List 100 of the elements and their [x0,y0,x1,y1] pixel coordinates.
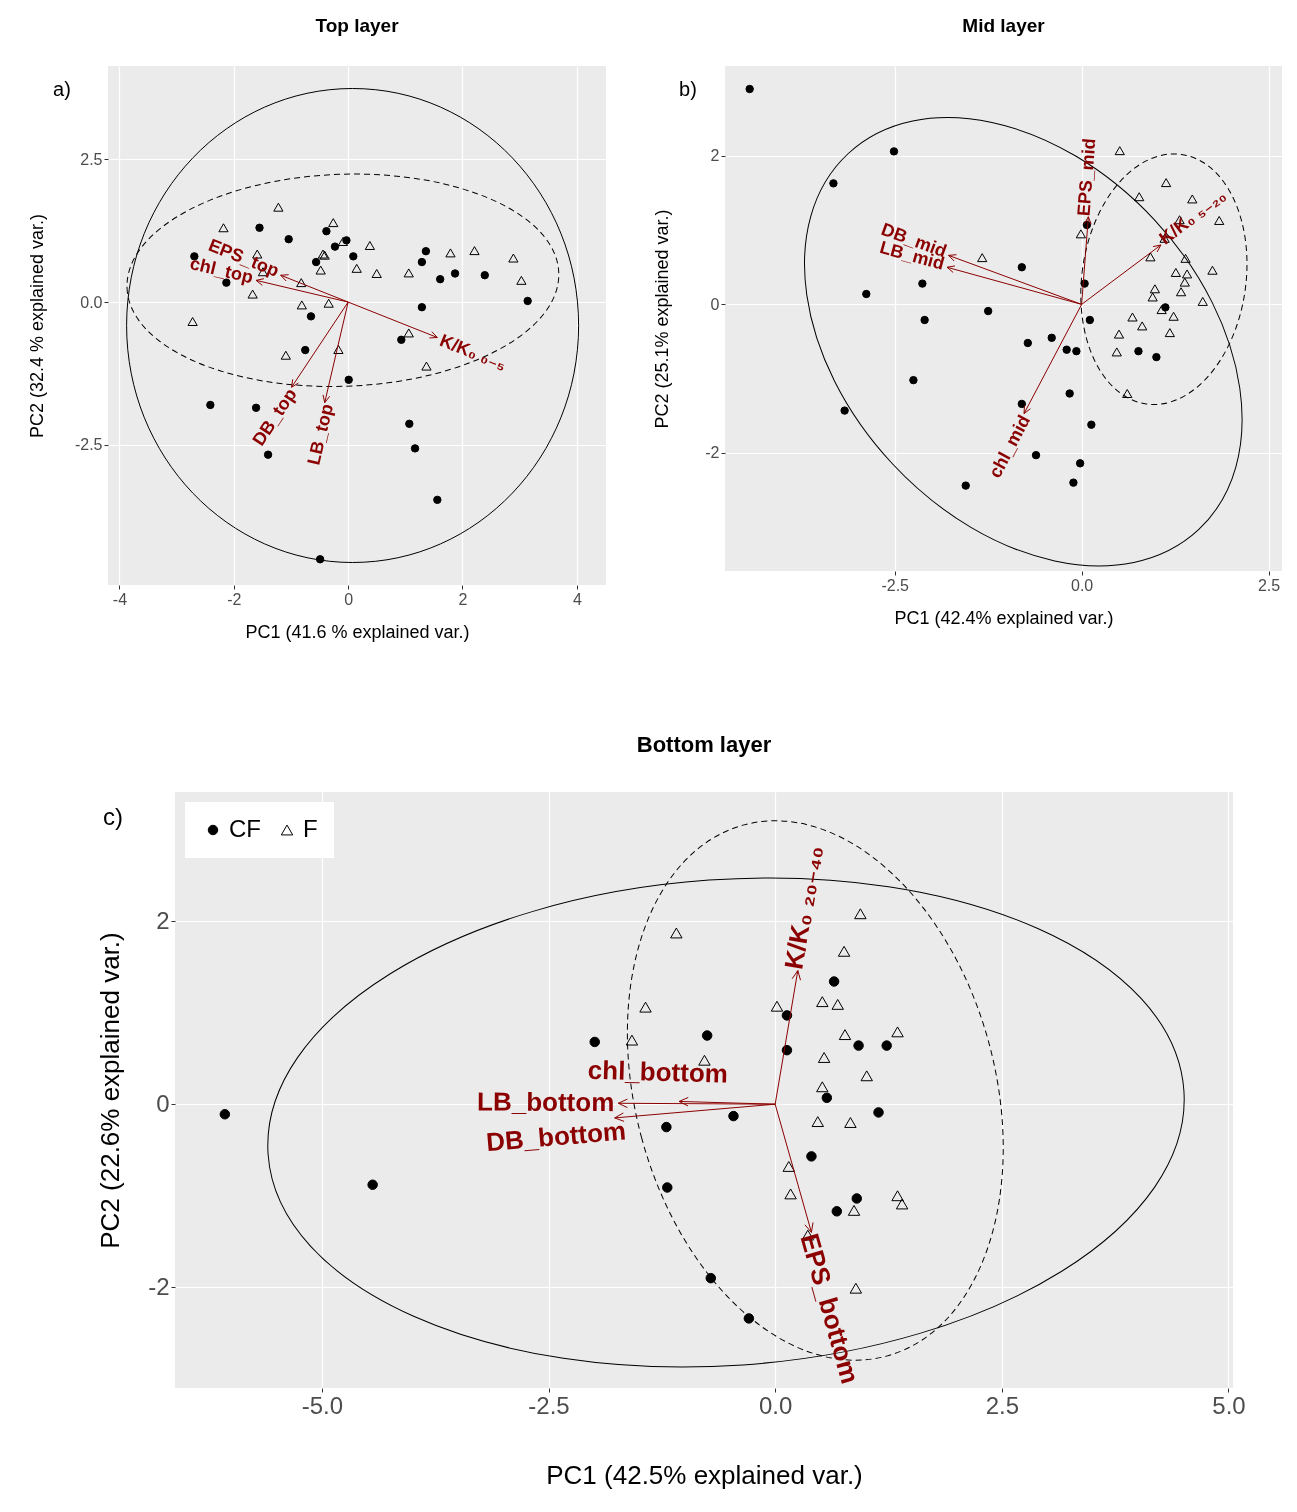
point [421,246,431,256]
point [847,1204,861,1216]
point [337,236,349,246]
point [1111,347,1122,357]
legend-label: CF [229,815,261,842]
point [784,1188,797,1200]
point [873,1107,884,1118]
y-tick-label: 0.0 [80,293,103,311]
point [1197,296,1208,306]
point [1114,146,1125,156]
point [1170,267,1181,277]
point [1180,253,1191,263]
point [523,296,532,306]
point [745,84,754,94]
point [918,279,927,288]
point [417,257,427,267]
point [920,315,929,325]
point [328,218,339,228]
point [1168,311,1179,321]
point [1122,389,1133,398]
point [351,263,362,273]
point [1072,346,1081,356]
text: c) [103,803,123,830]
annotation: K/K₀ ₅₋₂₀ [1155,185,1230,249]
chart-title: Mid layer [962,15,1046,36]
point [782,1161,795,1172]
point [854,908,867,920]
point [770,1000,784,1012]
point [889,147,899,156]
x-tick-label: -2.5 [881,576,910,594]
x-tick-label: 2.5 [985,1391,1020,1419]
point [662,1182,673,1193]
point [891,1026,904,1038]
x-tick-label: 2 [458,590,468,608]
point [322,226,331,236]
point [371,268,382,278]
chart-title: Bottom layer [636,732,772,757]
point [1175,287,1187,297]
point [1031,450,1041,460]
point [1137,321,1148,331]
point [961,481,970,490]
point [1187,194,1198,204]
point [450,269,460,278]
point [1152,352,1161,362]
point [1147,292,1158,302]
x-tick-label: -5.0 [301,1391,344,1419]
point [333,345,344,354]
point [445,248,456,258]
point [881,1040,892,1051]
point [367,1179,378,1190]
point [983,306,993,316]
point [1062,345,1071,354]
point [1127,312,1138,322]
x-axis-title: PC1 (41.6 % explained var.) [245,621,470,642]
y-tick-label: 2 [710,147,720,165]
point [206,400,215,410]
x-tick-label: 0.0 [1071,576,1094,594]
point [670,927,683,939]
x-tick-label: 2.5 [1257,576,1281,594]
point [816,1081,829,1093]
x-tick-label: -2 [227,590,242,608]
point [1113,329,1125,339]
point [296,300,307,310]
point [311,257,321,267]
annotation: LB_top [303,401,338,467]
point [1156,305,1167,315]
point [829,179,838,188]
point [1134,346,1143,356]
point [273,202,284,212]
point [838,1029,852,1041]
point [187,317,198,326]
point [831,1206,843,1217]
point [344,375,353,384]
point [1023,338,1033,348]
point [1085,315,1095,325]
point [263,450,273,459]
x-tick-label: 0 [344,590,354,608]
point [284,234,293,244]
point [811,1116,824,1128]
point [1179,277,1190,287]
y-axis-title: PC2 (25.1% explained var.) [652,209,673,429]
annotation: EPS_mid [1073,137,1100,217]
point [364,240,375,250]
x-tick-label: 5.0 [1212,1391,1246,1419]
point [701,1030,713,1041]
point [403,268,414,278]
point [1047,333,1056,343]
point [306,312,316,321]
point [862,289,871,299]
point [1134,192,1145,202]
point [296,278,307,288]
y-tick-label: 2 [156,906,170,934]
point [1149,284,1161,294]
y-axis-title: PC2 (32.4 % explained var.) [26,213,47,439]
point [1161,178,1172,188]
y-tick-label: 0 [710,295,720,313]
y-axis-title: PC2 (22.6% explained var.) [95,932,126,1249]
point [1145,252,1156,262]
point [330,242,340,251]
point [410,444,420,453]
